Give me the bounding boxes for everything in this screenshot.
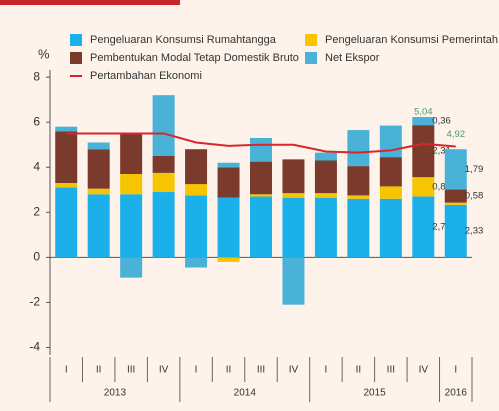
year-label: 2015: [363, 388, 386, 399]
growth-line: [66, 132, 456, 154]
bar-segment: [379, 198, 402, 258]
bar-segment: [120, 133, 143, 175]
bar-segment: [379, 157, 402, 187]
bar-segment: [152, 95, 175, 156]
x-tick-label: I: [195, 365, 198, 376]
bar-segment: [87, 188, 110, 195]
bar-segment: [185, 149, 208, 185]
value-label: 2,33: [465, 226, 484, 237]
bar-segment: [217, 162, 240, 168]
bar-segment: [347, 198, 370, 258]
legend-label: Pengeluaran Konsumsi Rumahtangga: [90, 34, 277, 46]
y-tick-label: 4: [33, 159, 40, 173]
bar-segment: [379, 186, 402, 199]
bar-segment: [412, 117, 435, 126]
legend-label: Pengeluaran Konsumsi Pemerintah: [325, 34, 498, 46]
legend-label: Net Ekspor: [325, 52, 380, 64]
legend-label: Pertambahan Ekonomi: [90, 70, 202, 82]
growth-label: 5,04: [414, 106, 433, 117]
bar-segment: [185, 184, 208, 196]
bar-segment: [250, 137, 272, 162]
x-tick-label: III: [257, 365, 265, 376]
bar-segment: [412, 196, 435, 258]
legend-swatch: [305, 34, 317, 46]
bar-segment: [347, 195, 370, 199]
year-label: 2016: [445, 388, 468, 399]
value-label: 1,79: [465, 164, 484, 175]
growth-label: 4,92: [447, 129, 466, 140]
bar-segment: [217, 257, 240, 262]
bar-segment: [152, 155, 175, 173]
bar-segment: [314, 160, 337, 194]
bar-segment: [314, 152, 337, 161]
x-tick-label: IV: [289, 365, 299, 376]
bar-segment: [55, 131, 78, 184]
bar-segment: [412, 125, 435, 178]
bar-segment: [217, 197, 240, 258]
x-tick-label: I: [454, 365, 457, 376]
x-tick-label: II: [226, 365, 232, 376]
bar-segment: [120, 257, 143, 278]
x-tick-label: IV: [159, 365, 169, 376]
bar-segment: [347, 166, 370, 196]
bar-segment: [152, 192, 175, 258]
bar-segment: [282, 257, 305, 305]
x-tick-label: I: [325, 365, 328, 376]
bar-segment: [217, 167, 240, 198]
bar-segment: [250, 161, 272, 195]
legend-swatch: [70, 34, 82, 46]
year-label: 2013: [104, 388, 127, 399]
bar-segment: [152, 172, 175, 193]
bar-segment: [185, 257, 208, 268]
bar-segment: [282, 193, 305, 198]
value-label: 2,70: [432, 221, 451, 232]
bar-segment: [314, 193, 337, 198]
bar-segment: [282, 159, 305, 194]
y-tick-label: -4: [29, 340, 40, 354]
bar-segment: [250, 196, 272, 258]
bar-segment: [379, 125, 402, 158]
x-tick-label: I: [65, 365, 68, 376]
bar-segment: [55, 187, 78, 258]
bar-segment: [87, 142, 110, 150]
bar-segment: [347, 130, 370, 167]
bar-segment: [444, 189, 467, 203]
y-tick-label: 6: [33, 114, 40, 128]
y-tick-label: 8: [33, 69, 40, 83]
y-tick-label: 2: [33, 204, 40, 218]
bar-segment: [282, 197, 305, 258]
header-strip: [0, 0, 180, 5]
x-tick-label: III: [387, 365, 395, 376]
y-tick-label: 0: [33, 250, 40, 264]
bar-segment: [250, 194, 272, 197]
legend-label: Pembentukan Modal Tetap Domestik Bruto: [90, 52, 299, 64]
bar-segment: [444, 202, 467, 205]
value-label: 0,86: [432, 181, 451, 192]
legend-swatch: [305, 52, 317, 64]
year-label: 2014: [234, 388, 257, 399]
bar-segment: [120, 174, 143, 195]
value-label: 0,58: [465, 191, 484, 202]
x-tick-label: III: [127, 365, 135, 376]
bar-segment: [444, 204, 467, 258]
x-tick-label: II: [356, 365, 362, 376]
bar-segment: [412, 177, 435, 197]
x-tick-label: IV: [419, 365, 429, 376]
bar-segment: [444, 149, 467, 190]
bar-segment: [120, 194, 143, 258]
bar-segment: [55, 183, 78, 188]
legend-swatch: [70, 52, 82, 64]
bar-segment: [314, 197, 337, 258]
bar-segment: [87, 149, 110, 189]
bar-segment: [87, 194, 110, 258]
bar-segment: [185, 195, 208, 258]
bar-segment: [55, 126, 78, 132]
x-tick-label: II: [96, 365, 102, 376]
value-label: 0,36: [432, 116, 451, 127]
value-label: 2,31: [432, 146, 451, 157]
y-tick-label: -2: [29, 295, 40, 309]
y-axis-label: %: [38, 46, 50, 61]
